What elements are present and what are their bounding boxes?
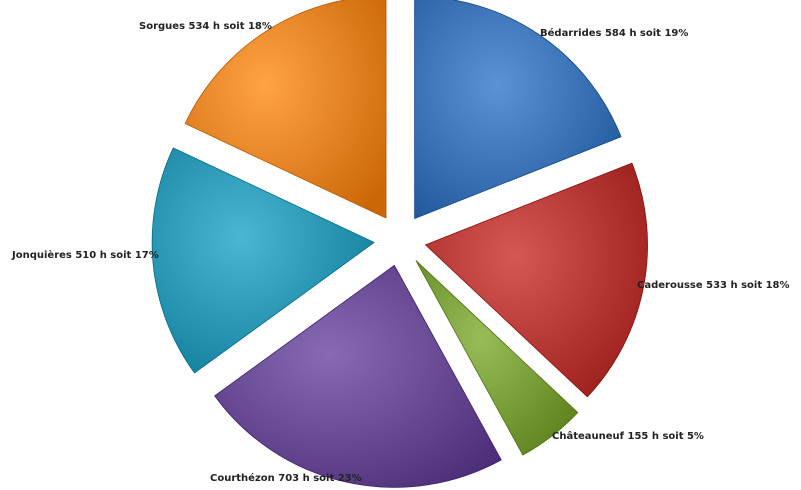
label-jonquieres: Jonquières 510 h soit 17% xyxy=(11,249,159,261)
slice-sorgues xyxy=(184,0,387,219)
label-bedarrides: Bédarrides 584 h soit 19% xyxy=(540,27,688,39)
label-sorgues: Sorgues 534 h soit 18% xyxy=(139,21,272,32)
pie-labels: Bédarrides 584 h soit 19% Caderousse 533… xyxy=(11,21,790,484)
label-caderousse: Caderousse 533 h soit 18% xyxy=(637,280,790,291)
pie-slices xyxy=(151,0,648,488)
label-chateauneuf: Châteauneuf 155 h soit 5% xyxy=(552,430,704,442)
slice-caderousse xyxy=(424,162,648,398)
slice-courthezon xyxy=(214,264,502,488)
label-courthezon: Courthézon 703 h soit 23% xyxy=(210,472,362,484)
slice-bedarrides xyxy=(414,0,622,220)
slice-chateauneuf xyxy=(415,260,579,456)
slice-jonquieres xyxy=(151,147,375,374)
